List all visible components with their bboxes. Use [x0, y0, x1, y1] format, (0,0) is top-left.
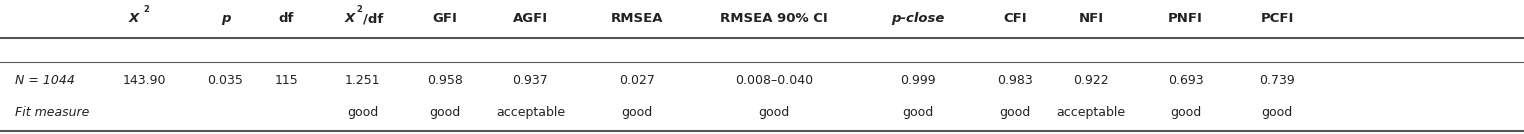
Text: AGFI: AGFI: [512, 12, 549, 25]
Text: PNFI: PNFI: [1169, 12, 1202, 25]
Text: good: good: [1262, 106, 1292, 119]
Text: 1.251: 1.251: [344, 74, 381, 87]
Text: good: good: [347, 106, 378, 119]
Text: X: X: [128, 12, 139, 25]
Text: 0.693: 0.693: [1167, 74, 1204, 87]
Text: Fit measure: Fit measure: [15, 106, 90, 119]
Text: N = 1044: N = 1044: [15, 74, 75, 87]
Text: acceptable: acceptable: [495, 106, 565, 119]
Text: 143.90: 143.90: [123, 74, 166, 87]
Text: X: X: [344, 12, 355, 25]
Text: acceptable: acceptable: [1056, 106, 1126, 119]
Text: CFI: CFI: [1003, 12, 1027, 25]
Text: good: good: [759, 106, 789, 119]
Text: p-close: p-close: [890, 12, 945, 25]
Text: 2: 2: [143, 5, 149, 14]
Text: good: good: [1000, 106, 1030, 119]
Text: 0.958: 0.958: [427, 74, 463, 87]
Text: 0.937: 0.937: [512, 74, 549, 87]
Text: NFI: NFI: [1079, 12, 1103, 25]
Text: GFI: GFI: [433, 12, 457, 25]
Text: good: good: [622, 106, 652, 119]
Text: p: p: [221, 12, 230, 25]
Text: PCFI: PCFI: [1260, 12, 1294, 25]
Text: 0.999: 0.999: [899, 74, 936, 87]
Text: /df: /df: [363, 12, 383, 25]
Text: good: good: [430, 106, 460, 119]
Text: good: good: [1170, 106, 1201, 119]
Text: 0.035: 0.035: [207, 74, 244, 87]
Text: 0.027: 0.027: [619, 74, 655, 87]
Text: RMSEA: RMSEA: [611, 12, 663, 25]
Text: 0.739: 0.739: [1259, 74, 1295, 87]
Text: 0.983: 0.983: [997, 74, 1033, 87]
Text: 2: 2: [357, 5, 363, 14]
Text: 115: 115: [274, 74, 299, 87]
Text: RMSEA 90% CI: RMSEA 90% CI: [721, 12, 828, 25]
Text: good: good: [902, 106, 933, 119]
Text: 0.922: 0.922: [1073, 74, 1109, 87]
Text: df: df: [279, 12, 294, 25]
Text: 0.008–0.040: 0.008–0.040: [735, 74, 814, 87]
